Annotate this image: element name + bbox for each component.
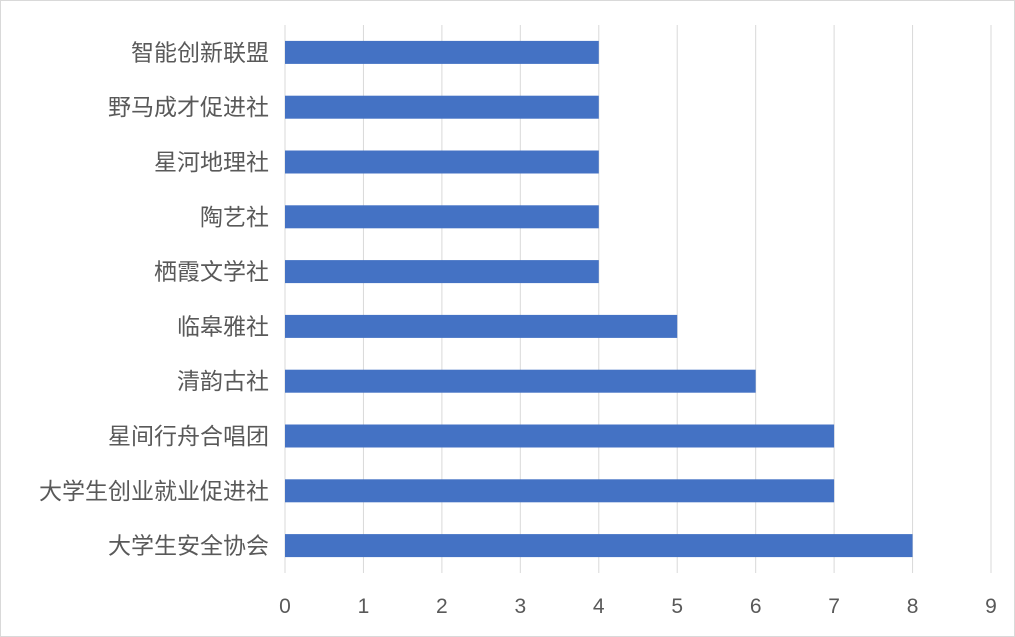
bar: [285, 150, 599, 174]
x-tick-labels: 0 1 2 3 4 5 6 7 8 9: [279, 595, 997, 618]
x-tick-label: 2: [436, 595, 448, 618]
x-tick-label: 0: [279, 595, 291, 618]
x-tick-label: 8: [907, 595, 919, 618]
bar: [285, 534, 913, 558]
x-tick-label: 5: [671, 595, 683, 618]
bars: [285, 40, 913, 558]
category-label: 清韵古社: [177, 369, 269, 395]
x-tick-label: 6: [750, 595, 762, 618]
x-tick-label: 4: [593, 595, 605, 618]
category-label: 临皋雅社: [177, 314, 269, 340]
bar: [285, 260, 599, 284]
x-tick-label: 7: [828, 595, 840, 618]
category-label: 大学生创业就业促进社: [39, 479, 269, 505]
category-label: 栖霞文学社: [154, 260, 269, 286]
bar: [285, 205, 599, 229]
category-label: 野马成才促进社: [108, 95, 269, 121]
x-tick-label: 9: [985, 595, 997, 618]
bar: [285, 369, 756, 393]
x-tick-label: 1: [358, 595, 370, 618]
category-label: 大学生安全协会: [108, 534, 269, 560]
category-label: 陶艺社: [200, 205, 269, 231]
category-labels: 智能创新联盟野马成才促进社星河地理社陶艺社栖霞文学社临皋雅社清韵古社星间行舟合唱…: [39, 40, 269, 559]
bar: [285, 40, 599, 64]
bar: [285, 95, 599, 119]
bar: [285, 314, 678, 338]
category-label: 星河地理社: [154, 150, 269, 176]
bar: [285, 479, 835, 503]
category-label: 智能创新联盟: [131, 40, 269, 66]
x-tick-label: 3: [514, 595, 526, 618]
category-label: 星间行舟合唱团: [108, 424, 269, 450]
bar: [285, 424, 835, 448]
